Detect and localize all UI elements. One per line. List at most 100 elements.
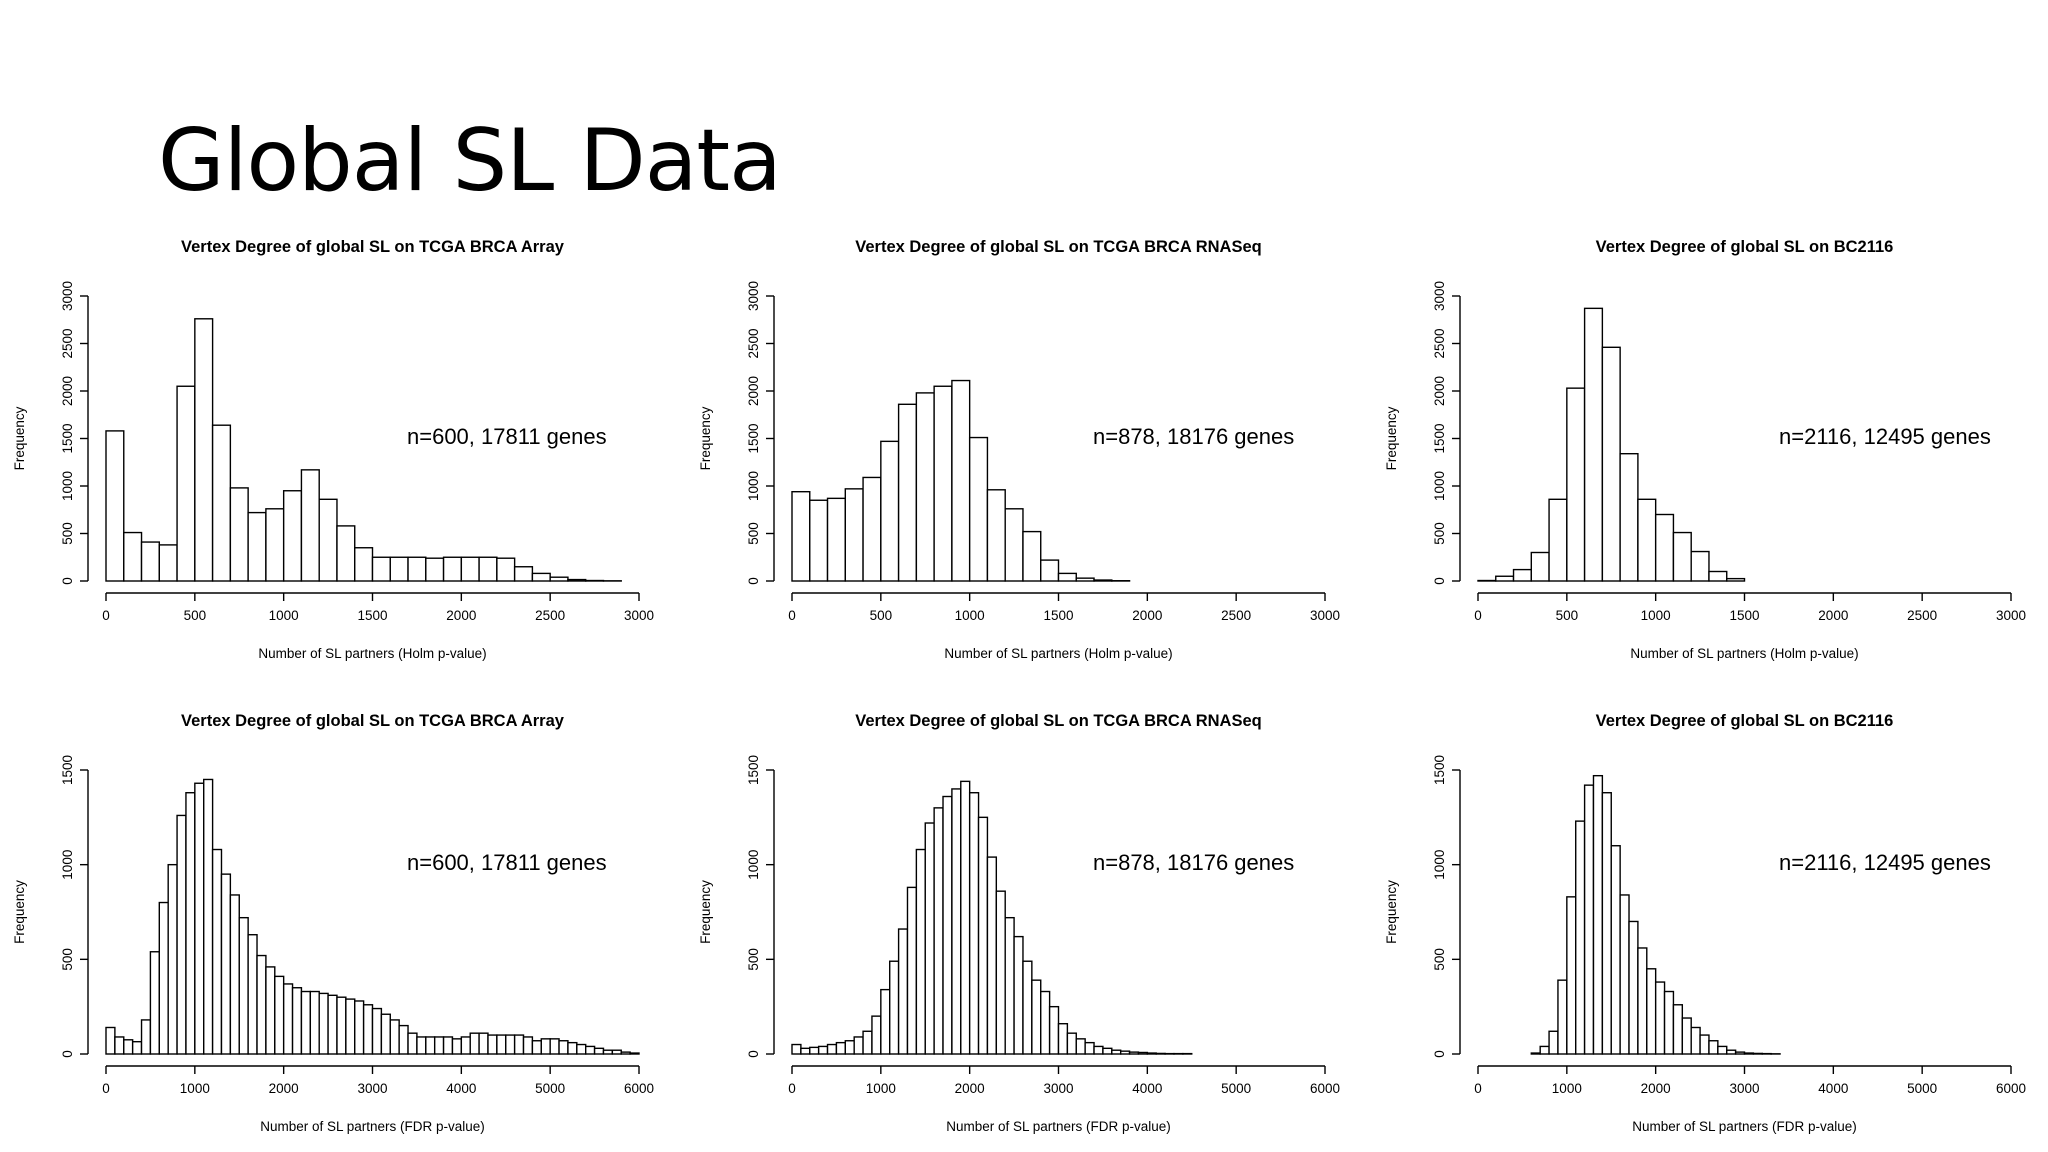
x-tick-label: 0	[788, 1081, 796, 1096]
x-axis-label: Number of SL partners (Holm p-value)	[1630, 646, 1858, 661]
histogram-bar	[398, 1024, 409, 1055]
histogram-bar	[1628, 920, 1639, 1055]
y-tick-label: 500	[1432, 522, 1447, 545]
histogram-bar	[549, 1038, 560, 1055]
histogram-bar	[897, 928, 909, 1055]
histogram-bar	[960, 780, 971, 1055]
x-tick-label: 1000	[180, 1081, 210, 1096]
histogram-bar	[247, 934, 258, 1055]
histogram-bar	[282, 490, 303, 582]
y-tick-label: 500	[60, 948, 75, 971]
x-tick-label: 1500	[1729, 608, 1759, 623]
histogram-bar	[114, 1036, 125, 1055]
histogram-bar	[809, 1046, 820, 1055]
x-axis-label: Number of SL partners (FDR p-value)	[260, 1119, 485, 1134]
histogram-bar	[1619, 894, 1630, 1055]
histogram-bar	[256, 954, 267, 1055]
y-tick-label: 500	[746, 522, 761, 545]
chart-title: Vertex Degree of global SL on BC2116	[1596, 712, 1894, 730]
histogram-bar	[844, 488, 864, 582]
histogram-bar	[1048, 1005, 1060, 1055]
histogram-bar	[496, 1034, 507, 1055]
histogram-bar	[105, 430, 125, 582]
histogram-bar	[995, 890, 1006, 1055]
histogram-bar	[1583, 307, 1604, 582]
histogram-bar	[1672, 1004, 1684, 1055]
x-tick-label: 6000	[1310, 1081, 1340, 1096]
y-tick-label: 3000	[746, 281, 761, 311]
histogram-bar	[407, 556, 427, 582]
histogram-bar	[425, 1036, 436, 1055]
x-tick-label: 2000	[1641, 1081, 1671, 1096]
x-tick-label: 4000	[1132, 1081, 1162, 1096]
histogram-bar	[1022, 960, 1033, 1055]
histogram-bar	[880, 988, 891, 1055]
histogram-bar	[549, 576, 569, 582]
histogram-bar	[211, 848, 223, 1055]
histogram-bar	[354, 547, 374, 582]
y-tick-label: 0	[60, 577, 75, 585]
histogram-bar	[826, 1043, 838, 1055]
x-tick-label: 1000	[1552, 1081, 1582, 1096]
chart-title: Vertex Degree of global SL on TCGA BRCA …	[855, 712, 1261, 730]
histogram-bar	[220, 873, 232, 1055]
chart-title: Vertex Degree of global SL on TCGA BRCA …	[181, 238, 565, 256]
y-tick-label: 2000	[1432, 376, 1447, 406]
x-tick-label: 3000	[624, 608, 654, 623]
y-tick-label: 1500	[746, 423, 761, 453]
histogram-bar	[229, 487, 249, 582]
histogram-bar	[951, 379, 971, 582]
histogram-bar	[906, 886, 918, 1055]
histogram-bar	[1102, 1047, 1113, 1055]
histogram-bar	[1646, 968, 1657, 1055]
histogram-bar	[1155, 1052, 1166, 1055]
histogram-bar	[1137, 1051, 1149, 1055]
histogram-bar	[176, 814, 187, 1055]
histogram-bar	[602, 1049, 614, 1055]
histogram-bar	[1601, 346, 1621, 582]
x-tick-label: 500	[1556, 608, 1579, 623]
histogram-bar	[362, 1004, 374, 1055]
histogram-bar	[185, 792, 196, 1055]
histogram-bar	[880, 440, 900, 582]
histogram-bar	[513, 1034, 525, 1055]
histogram-bar	[1084, 1041, 1095, 1055]
histogram-bar	[1004, 508, 1024, 582]
x-tick-label: 2500	[1907, 608, 1937, 623]
x-tick-label: 500	[184, 608, 207, 623]
histogram-bar	[1575, 820, 1586, 1055]
histogram-bar	[123, 531, 143, 582]
histogram-bar	[1566, 896, 1577, 1055]
y-tick-label: 0	[746, 1050, 761, 1058]
histogram-bar	[265, 508, 285, 582]
x-tick-label: 2000	[955, 1081, 985, 1096]
sample-annotation: n=600, 17811 genes	[407, 850, 607, 875]
x-tick-label: 3000	[1310, 608, 1340, 623]
histogram-bar	[915, 392, 935, 582]
histogram-bar	[1539, 1045, 1550, 1055]
histogram-bar	[1031, 979, 1042, 1055]
x-tick-label: 1000	[269, 608, 299, 623]
histogram-bar	[318, 498, 338, 582]
histogram-bar	[1128, 1051, 1140, 1055]
histogram-bar	[1690, 1026, 1701, 1055]
histogram-bar	[924, 822, 935, 1055]
histogram-bar	[354, 1000, 365, 1055]
x-tick-label: 5000	[1907, 1081, 1937, 1096]
y-tick-label: 2000	[746, 376, 761, 406]
x-tick-label: 2500	[1221, 608, 1251, 623]
x-tick-label: 3000	[357, 1081, 387, 1096]
histogram-bar	[389, 556, 409, 582]
sample-annotation: n=878, 18176 genes	[1093, 424, 1294, 449]
histogram-bar	[1619, 453, 1639, 582]
histogram-bar	[1022, 530, 1042, 582]
histogram-bar	[1040, 990, 1051, 1055]
histogram-bar	[229, 894, 240, 1055]
histogram-bar	[1566, 387, 1586, 582]
histogram-bar	[897, 403, 918, 582]
y-tick-label: 2500	[60, 328, 75, 358]
histogram-bar	[513, 566, 534, 582]
chart-panel-2: Vertex Degree of global SL on TCGA BRCA …	[698, 238, 1340, 661]
histogram-bar	[933, 807, 944, 1055]
histogram-bar	[496, 557, 516, 582]
